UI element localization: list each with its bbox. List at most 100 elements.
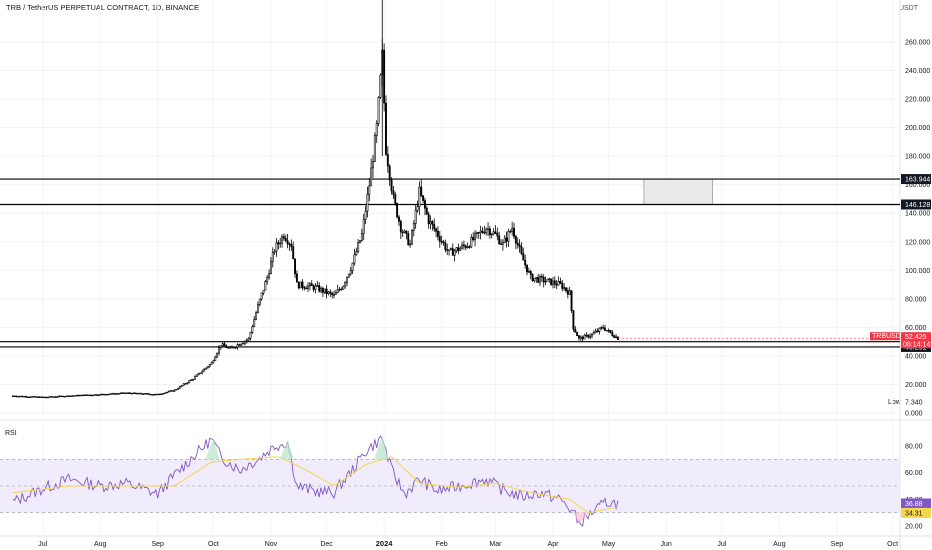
candle-body [581, 336, 584, 340]
candle-body [490, 233, 493, 236]
candle-body [203, 368, 206, 372]
candle-body [36, 396, 39, 398]
candle-body [240, 343, 243, 346]
candle-body [210, 362, 213, 365]
candle-body [613, 335, 616, 338]
last-price-value: 52.425 [905, 334, 927, 341]
time-tick-label: Oct [208, 541, 219, 548]
candle-body [206, 366, 209, 369]
candle-body [71, 395, 74, 397]
candle-body [487, 228, 489, 230]
candle-body [462, 244, 465, 247]
candle-body [318, 285, 321, 292]
candle-body [54, 396, 57, 398]
candle-body [550, 278, 553, 286]
candle-body [501, 242, 504, 245]
candle-body [390, 179, 393, 192]
candle-body [251, 326, 254, 333]
candle-body [125, 392, 128, 395]
candle-body [195, 374, 198, 378]
candle-body [15, 395, 18, 398]
time-tick-label: May [602, 541, 616, 548]
candle-body [331, 292, 334, 296]
candle-body [312, 285, 315, 290]
price-tick-label: 60.000 [905, 325, 927, 332]
candle-body [212, 360, 215, 363]
candle-body [41, 396, 44, 398]
candle-body [340, 288, 343, 291]
candle-body [192, 379, 194, 381]
candle-body [579, 336, 582, 339]
candle-body [418, 186, 421, 207]
rsi-overbought-fill [205, 438, 220, 460]
low-value-tag [901, 397, 931, 407]
price-tick-label: 180.000 [905, 154, 930, 161]
candle-body [596, 330, 599, 333]
candle-body [498, 235, 501, 245]
candle-body [520, 246, 523, 254]
candle-body [500, 243, 502, 245]
time-tick-label: Feb [436, 541, 448, 548]
candle-body [592, 332, 595, 335]
candle-body [347, 273, 350, 278]
candle-body [110, 393, 113, 395]
candle-body [603, 327, 606, 331]
candle-body [411, 230, 413, 245]
candle-body [442, 241, 445, 244]
candle-body [453, 250, 456, 256]
candle-body [153, 394, 155, 396]
candle-body [182, 383, 185, 386]
candle-body [357, 242, 360, 253]
candle-body [112, 393, 115, 395]
candle-body [429, 220, 432, 225]
candle-body [140, 392, 142, 395]
last-price-tag [901, 332, 931, 349]
candle-body [470, 236, 473, 248]
time-tick-label: Sep [831, 541, 844, 548]
candle-body [147, 393, 150, 395]
candle-body [89, 394, 92, 397]
candle-body [346, 276, 348, 283]
candle-body [398, 216, 400, 222]
target-zone-box[interactable] [643, 178, 713, 205]
candle-body [171, 390, 174, 392]
candle-body [145, 393, 148, 395]
low-label: Low [888, 399, 901, 406]
rsi-ma-line [12, 456, 618, 514]
candle-body [570, 290, 573, 311]
candle-body [88, 394, 91, 397]
candle-body [177, 388, 180, 390]
candle-body [351, 262, 354, 271]
rsi-tick-label: 20.00 [905, 524, 923, 531]
candle-body [392, 190, 395, 195]
candle-body [553, 280, 556, 285]
candle-body [438, 236, 441, 242]
candle-body [474, 233, 477, 240]
candle-body [518, 244, 521, 248]
time-tick-label: 2024 [376, 539, 394, 548]
candle-body [247, 337, 250, 341]
candle-body [375, 123, 378, 136]
candle-body [425, 207, 428, 215]
candle-body [26, 396, 29, 398]
candle-body [364, 210, 367, 220]
candle-body [225, 345, 228, 349]
candle-body [242, 342, 245, 345]
time-tick-label: Aug [94, 541, 107, 548]
candle-body [229, 347, 232, 349]
candle-body [423, 200, 426, 209]
candle-body [179, 386, 181, 389]
candle-body [223, 343, 226, 347]
candle-body [132, 392, 135, 395]
time-tick-label: Dec [320, 541, 333, 548]
candle-body [297, 281, 300, 289]
candle-body [327, 291, 330, 294]
candle-body [25, 396, 27, 398]
candle-body [218, 347, 220, 354]
candle-body [505, 237, 508, 242]
candle-body [540, 276, 543, 278]
candle-body [600, 327, 603, 329]
candle-body [279, 242, 282, 245]
candle-body [106, 393, 109, 396]
